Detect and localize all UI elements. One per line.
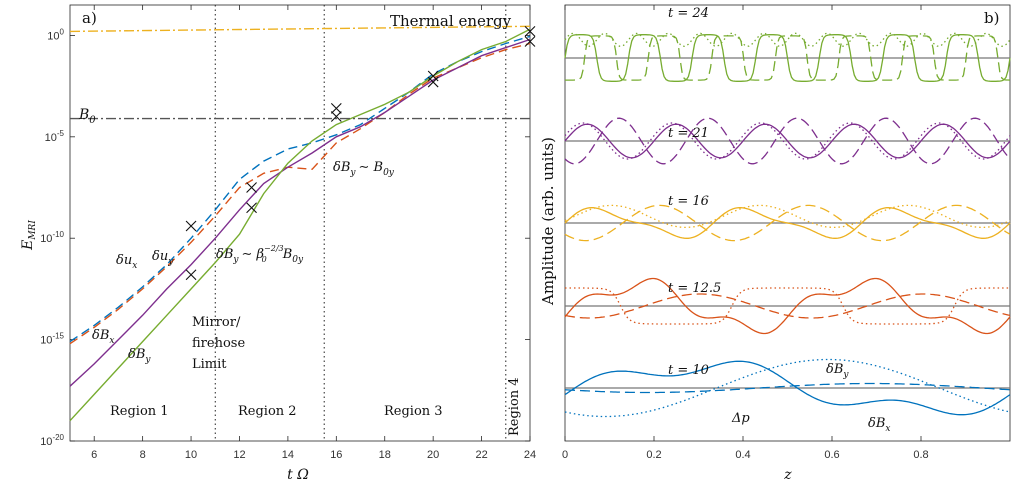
curve-dp (564, 122, 1011, 160)
legend-dbx: δBx (868, 416, 890, 434)
panel-a-y-axis-label: EMRI (20, 220, 38, 251)
x-tick-label: 10 (185, 449, 197, 461)
curve-dby (565, 35, 1011, 81)
panel-a-region-dividers (214, 5, 507, 441)
x-tick-label: 8 (140, 449, 146, 461)
cross-marker (524, 36, 536, 47)
time-label-24: t = 24 (668, 6, 709, 21)
panel-a-axes-box (69, 4, 531, 442)
mirror-limit-line3: Limit (192, 357, 227, 372)
region-2-label: Region 2 (238, 404, 297, 419)
cross-marker (330, 111, 342, 122)
z-tick-label: 0.6 (824, 449, 839, 461)
panel-a-series (69, 25, 531, 422)
panel-b-x-axis-label: z (783, 467, 792, 483)
cross-marker (427, 76, 439, 88)
time-label-10: t = 10 (668, 363, 709, 378)
legend-dby: δBy (826, 362, 849, 380)
panel-b-y-axis-label: Amplitude (arb. units) (539, 137, 557, 306)
curve-dbx (564, 360, 1011, 416)
thermal-energy-label: Thermal energy (390, 12, 512, 30)
time-label-21: t = 21 (668, 126, 709, 141)
panel-a: 6 8 10 12 14 16 18 20 22 24 100 10-5 10-10 10-15 10-20… (20, 4, 536, 483)
mirror-limit-line1: Mirror/ (192, 315, 241, 330)
panel-a-markers (185, 25, 536, 281)
scaling-label-b0y: δBy ∼ B0y (333, 160, 395, 178)
legend-dp: Δp (731, 411, 750, 426)
cross-marker (185, 269, 197, 281)
curve-dby (564, 293, 1011, 319)
x-tick-label: 16 (330, 449, 342, 461)
label-dbx: δBx (92, 328, 114, 346)
panel-b: 0 0.2 0.4 0.6 0.8 b) t = 24 t = 21 t = 16 t … (539, 4, 1011, 483)
scaling-label-beta: δBy ∼ β−2/3 0 B0y (216, 244, 304, 265)
curve-dp (565, 287, 1010, 325)
z-tick-label: 0 (562, 449, 568, 461)
panel-a-label: a) (82, 9, 97, 27)
cross-marker (330, 103, 342, 114)
cross-marker (246, 202, 257, 214)
region-4-label: Region 4 (507, 377, 522, 436)
curve-dbx (564, 123, 1011, 159)
y-tick-label: 10-15 (40, 332, 64, 347)
y-tick-label: 100 (47, 27, 64, 42)
curve-dbx (564, 277, 1011, 335)
b0-label: B0 (78, 107, 96, 126)
panel-a-x-axis-label: t Ω (287, 467, 309, 483)
z-tick-label: 0.8 (913, 449, 928, 461)
x-tick-label: 12 (233, 449, 245, 461)
cross-marker (185, 220, 197, 232)
y-tick-label: 10-20 (40, 433, 64, 448)
panel-b-label: b) (984, 9, 999, 27)
curve-dbx (564, 34, 1011, 82)
mirror-limit-line2: firehose (192, 336, 245, 351)
time-label-16: t = 16 (668, 194, 709, 209)
x-tick-label: 14 (282, 449, 294, 461)
x-tick-label: 22 (475, 449, 487, 461)
x-tick-label: 6 (91, 449, 97, 461)
series-thermal-energy (69, 25, 531, 33)
x-tick-label: 24 (524, 449, 536, 461)
curve-dbx (564, 207, 1011, 239)
cross-marker (246, 182, 257, 193)
label-duy: δuy (152, 249, 174, 267)
y-tick-label: 10-5 (45, 129, 65, 144)
panel-a-ticks: 6 8 10 12 14 16 18 20 22 24 100 10-5 10-10 10-15 10-20 (40, 5, 536, 461)
x-tick-label: 18 (379, 449, 391, 461)
curve-dp (564, 204, 1011, 229)
region-1-label: Region 1 (110, 404, 169, 419)
cross-marker (524, 25, 536, 37)
label-dby: δBy (128, 347, 151, 365)
z-tick-label: 0.2 (646, 449, 661, 461)
x-tick-label: 20 (427, 449, 439, 461)
series--b-y (69, 28, 531, 422)
y-tick-label: 10-10 (40, 230, 64, 245)
z-tick-label: 0.4 (735, 449, 750, 461)
panel-b-curves (564, 32, 1011, 418)
label-dux: δux (116, 253, 137, 271)
panel-b-ticks: 0 0.2 0.4 0.6 0.8 (562, 5, 929, 461)
time-label-12-5: t = 12.5 (668, 281, 721, 296)
series--b-x (69, 38, 531, 387)
region-3-label: Region 3 (384, 404, 443, 419)
curve-dby (564, 117, 1011, 165)
